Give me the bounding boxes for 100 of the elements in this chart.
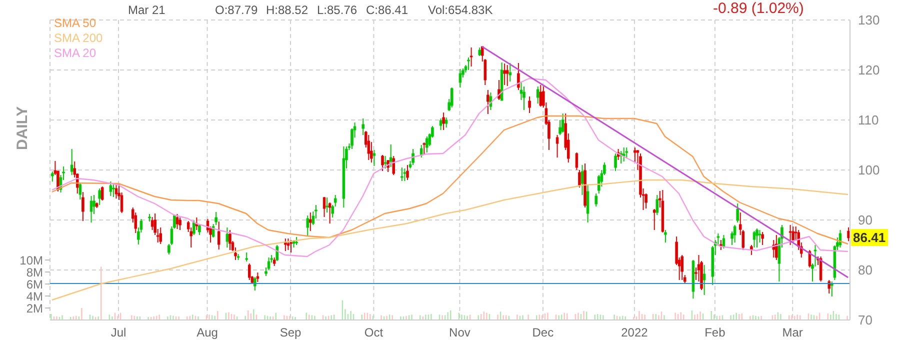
candlestick <box>756 228 758 248</box>
x-tick-label: Oct <box>364 326 384 340</box>
candlestick <box>400 167 404 182</box>
candlestick <box>622 147 626 162</box>
x-tick-label: Nov <box>449 326 470 340</box>
candlestick <box>450 87 454 108</box>
candlestick <box>159 227 162 244</box>
x-tick-label: Feb <box>704 326 726 340</box>
x-tick-label: 2022 <box>621 326 648 340</box>
candlestick <box>522 86 526 110</box>
candlestick <box>114 184 118 199</box>
candlestick <box>109 181 112 196</box>
y2-tick-label: 4M <box>26 289 43 304</box>
text: SMA 200 <box>54 31 103 46</box>
candlestick <box>625 147 628 159</box>
annotation: 86.41 <box>851 228 888 246</box>
candlestick <box>100 186 104 201</box>
candlestick <box>702 264 706 296</box>
text: Mar 21 <box>128 3 166 17</box>
candlestick <box>412 148 414 166</box>
candlestick <box>98 188 101 206</box>
candlestick <box>503 63 506 86</box>
candlestick <box>286 238 290 250</box>
candlestick <box>758 230 762 243</box>
text: DAILY <box>14 106 31 150</box>
candlestick <box>484 58 487 86</box>
candlestick <box>830 281 834 297</box>
candlestick <box>256 272 260 282</box>
candlestick <box>752 230 756 248</box>
candlestick <box>467 57 470 70</box>
candlestick <box>652 208 656 230</box>
candlestick <box>561 113 564 133</box>
candlestick <box>309 212 312 232</box>
candlestick <box>792 226 794 243</box>
y-tick-label: 100 <box>858 162 880 178</box>
candlestick <box>248 263 251 280</box>
candlestick <box>362 118 364 136</box>
x-tick-label: Dec <box>532 326 554 340</box>
candlestick <box>217 221 220 250</box>
candlestick <box>556 134 559 158</box>
candlestick <box>192 220 196 236</box>
candlestick <box>444 117 448 128</box>
candlestick <box>772 240 776 258</box>
candlestick <box>575 152 578 170</box>
x-tick-label: Aug <box>196 326 218 340</box>
candlestick <box>70 148 74 176</box>
candlestick <box>322 196 326 218</box>
candlestick <box>814 244 817 267</box>
candlestick <box>528 96 531 114</box>
candlestick <box>178 217 182 230</box>
candlestick <box>736 203 739 223</box>
x-tick-label: Jul <box>110 326 126 340</box>
candlestick <box>90 196 93 223</box>
candlestick <box>828 280 830 294</box>
candlestick <box>367 134 370 160</box>
candlestick <box>406 164 409 180</box>
y2-tick-label: 10M <box>20 253 44 268</box>
candlestick <box>78 182 82 200</box>
candlestick <box>614 153 617 172</box>
candlestick <box>276 244 278 262</box>
candlestick <box>442 112 445 130</box>
y-tick-label: 70 <box>858 312 872 328</box>
candlestick <box>517 62 520 90</box>
text: H:88.52 <box>266 3 308 17</box>
y-tick-label: 120 <box>858 62 880 78</box>
candlestick <box>326 197 328 213</box>
candlestick <box>226 227 229 248</box>
y-tick-label: 110 <box>858 112 879 128</box>
candlestick <box>733 224 736 243</box>
y2-tick-label: 8M <box>26 265 43 280</box>
candlestick <box>586 184 590 223</box>
y2-tick-label: 6M <box>26 277 43 292</box>
candlestick <box>788 224 792 246</box>
y-tick-label: 130 <box>858 12 880 28</box>
candlestick <box>722 234 726 249</box>
text: SMA 20 <box>54 46 98 61</box>
candlestick <box>426 136 428 153</box>
x-tick-label: Sep <box>280 326 302 340</box>
text: C:86.41 <box>366 3 408 17</box>
candlestick <box>290 240 292 253</box>
y2-tick-label: 2M <box>26 301 43 316</box>
candlestick <box>82 192 84 222</box>
candlestick <box>486 90 490 114</box>
candlestick <box>458 68 462 88</box>
text: L:85.76 <box>317 3 358 17</box>
candlestick <box>372 150 376 166</box>
candlestick <box>819 256 822 282</box>
candlestick <box>470 47 473 67</box>
candlestick <box>750 244 753 256</box>
y-tick-label: 90 <box>858 212 872 228</box>
candlestick <box>420 144 423 158</box>
candlestick <box>392 156 395 176</box>
candlestick <box>328 202 332 224</box>
candlestick <box>847 226 850 242</box>
candlestick <box>720 240 722 250</box>
candlestick <box>761 232 764 246</box>
candlestick <box>594 193 598 207</box>
text: SMA 50 <box>54 16 98 31</box>
candlestick <box>508 62 512 82</box>
y-tick-label: 80 <box>858 262 872 278</box>
